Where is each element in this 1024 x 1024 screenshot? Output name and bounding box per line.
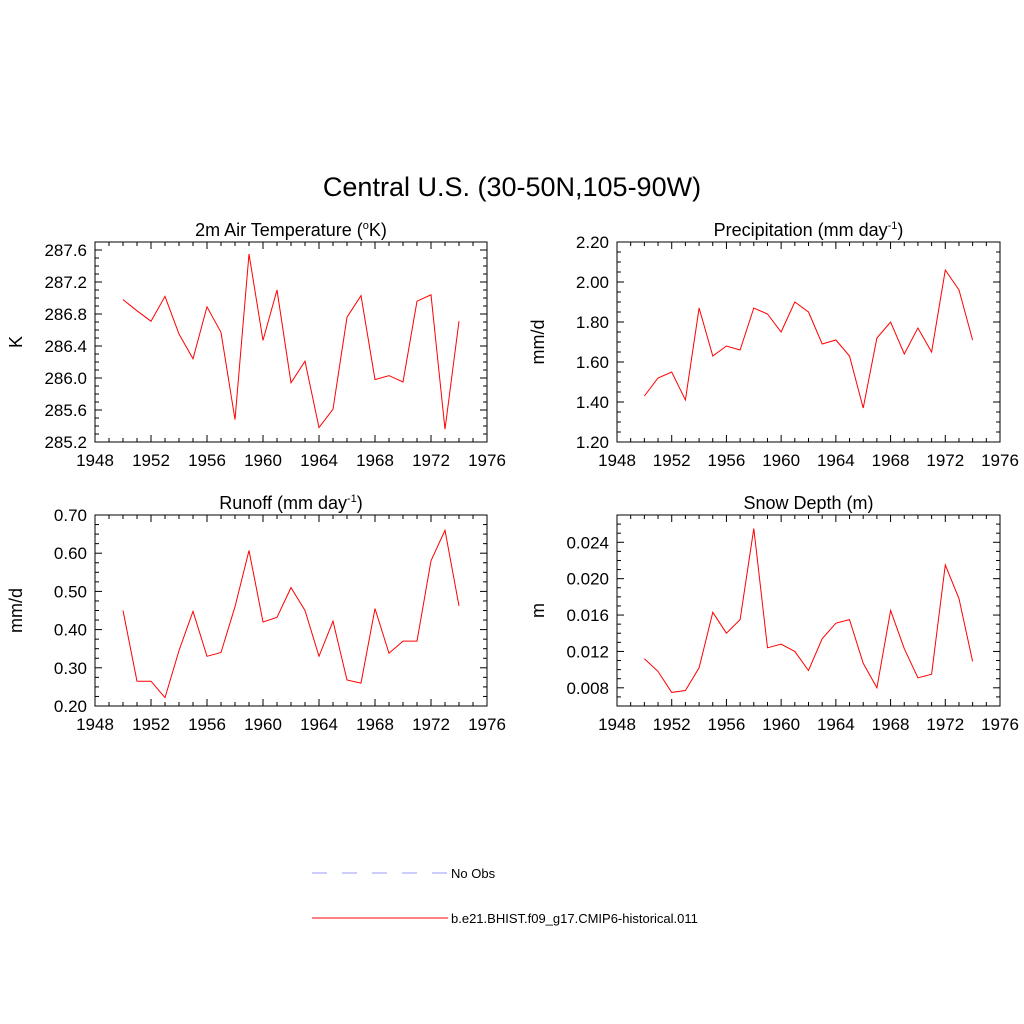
y-tick-label: 0.008 [566,679,609,698]
plot-frame [616,514,1001,707]
x-tick-label: 1972 [926,451,964,470]
x-tick-label: 1972 [412,451,450,470]
y-tick-label: 2.00 [576,273,609,292]
x-tick-label: 1968 [872,451,910,470]
x-tick-label: 1964 [817,715,855,734]
x-tick-label: 1972 [412,715,450,734]
y-tick-label: 1.20 [576,433,609,452]
y-tick-label: 1.40 [576,393,609,412]
y-tick-label: 285.2 [44,433,87,452]
series-line [644,528,974,693]
plot-frame [94,241,488,443]
series-line [122,528,460,699]
x-tick-label: 1956 [188,451,226,470]
y-tick-label: 285.6 [44,401,87,420]
x-tick-label: 1952 [132,451,170,470]
y-tick-label: 0.20 [54,697,87,716]
series-line [644,268,974,409]
y-axis-label: m [528,603,548,618]
x-tick-label: 1976 [468,715,506,734]
y-axis-label: mm/d [6,588,26,633]
panel-3: Snow Depth (m) m 1948 1952 1956 1960 1964 1968 1… [528,493,1019,734]
y-tick-label: 0.60 [54,544,87,563]
x-tick-label: 1948 [76,451,114,470]
series-line [122,253,460,430]
y-tick-label: 0.012 [566,642,609,661]
y-tick-label: 286.8 [44,305,87,324]
x-tick-label: 1948 [598,451,636,470]
plot-frame [616,241,1001,443]
legend-label-1: b.e21.BHIST.f09_g17.CMIP6-historical.011 [451,911,698,926]
y-tick-label: 0.30 [54,659,87,678]
x-tick-label: 1960 [244,451,282,470]
x-tick-label: 1964 [300,451,338,470]
panel-title: Precipitation (mm day-1) [714,220,904,240]
x-tick-label: 1976 [981,451,1019,470]
legend-label-0: No Obs [451,866,496,881]
x-tick-label: 1956 [708,451,746,470]
y-tick-label: 1.80 [576,313,609,332]
y-tick-label: 2.20 [576,233,609,252]
legend: No Obs b.e21.BHIST.f09_g17.CMIP6-historic… [312,866,698,926]
y-tick-label: 0.020 [566,570,609,589]
panel-0: 2m Air Temperature (oK) K 1948 1952 1956 1960… [6,220,506,470]
panel-1: Precipitation (mm day-1) mm/d 1948 1952 1956… [528,220,1019,470]
y-tick-label: 0.016 [566,606,609,625]
y-tick-label: 0.50 [54,582,87,601]
x-tick-label: 1972 [926,715,964,734]
x-tick-label: 1964 [817,451,855,470]
panel-2: Runoff (mm day-1) mm/d 1948 1952 1956 1960 196… [6,493,506,734]
y-tick-label: 0.70 [54,506,87,525]
x-tick-label: 1952 [653,715,691,734]
y-tick-label: 286.4 [44,337,87,356]
y-tick-label: 0.40 [54,621,87,640]
x-tick-label: 1968 [356,715,394,734]
plot-frame [94,514,488,707]
x-tick-label: 1948 [598,715,636,734]
panel-title: Snow Depth (m) [743,493,873,513]
x-tick-label: 1960 [762,451,800,470]
y-axis-label: K [6,336,26,348]
x-tick-label: 1960 [244,715,282,734]
x-tick-label: 1952 [132,715,170,734]
x-tick-label: 1968 [872,715,910,734]
panels: 2m Air Temperature (oK) K 1948 1952 1956 1960… [6,220,1019,734]
y-tick-label: 286.0 [44,369,87,388]
x-tick-label: 1976 [468,451,506,470]
y-tick-label: 1.60 [576,353,609,372]
y-axis-label: mm/d [528,320,548,365]
figure-title: Central U.S. (30-50N,105-90W) [323,172,701,202]
x-tick-label: 1948 [76,715,114,734]
x-tick-label: 1960 [762,715,800,734]
x-tick-label: 1956 [188,715,226,734]
panel-title: Runoff (mm day-1) [219,493,363,513]
x-tick-label: 1956 [708,715,746,734]
x-tick-label: 1976 [981,715,1019,734]
x-tick-label: 1968 [356,451,394,470]
y-tick-label: 0.024 [566,533,609,552]
panel-title: 2m Air Temperature (oK) [195,220,387,240]
y-tick-label: 287.2 [44,273,87,292]
x-tick-label: 1964 [300,715,338,734]
x-tick-label: 1952 [653,451,691,470]
y-tick-label: 287.6 [44,241,87,260]
